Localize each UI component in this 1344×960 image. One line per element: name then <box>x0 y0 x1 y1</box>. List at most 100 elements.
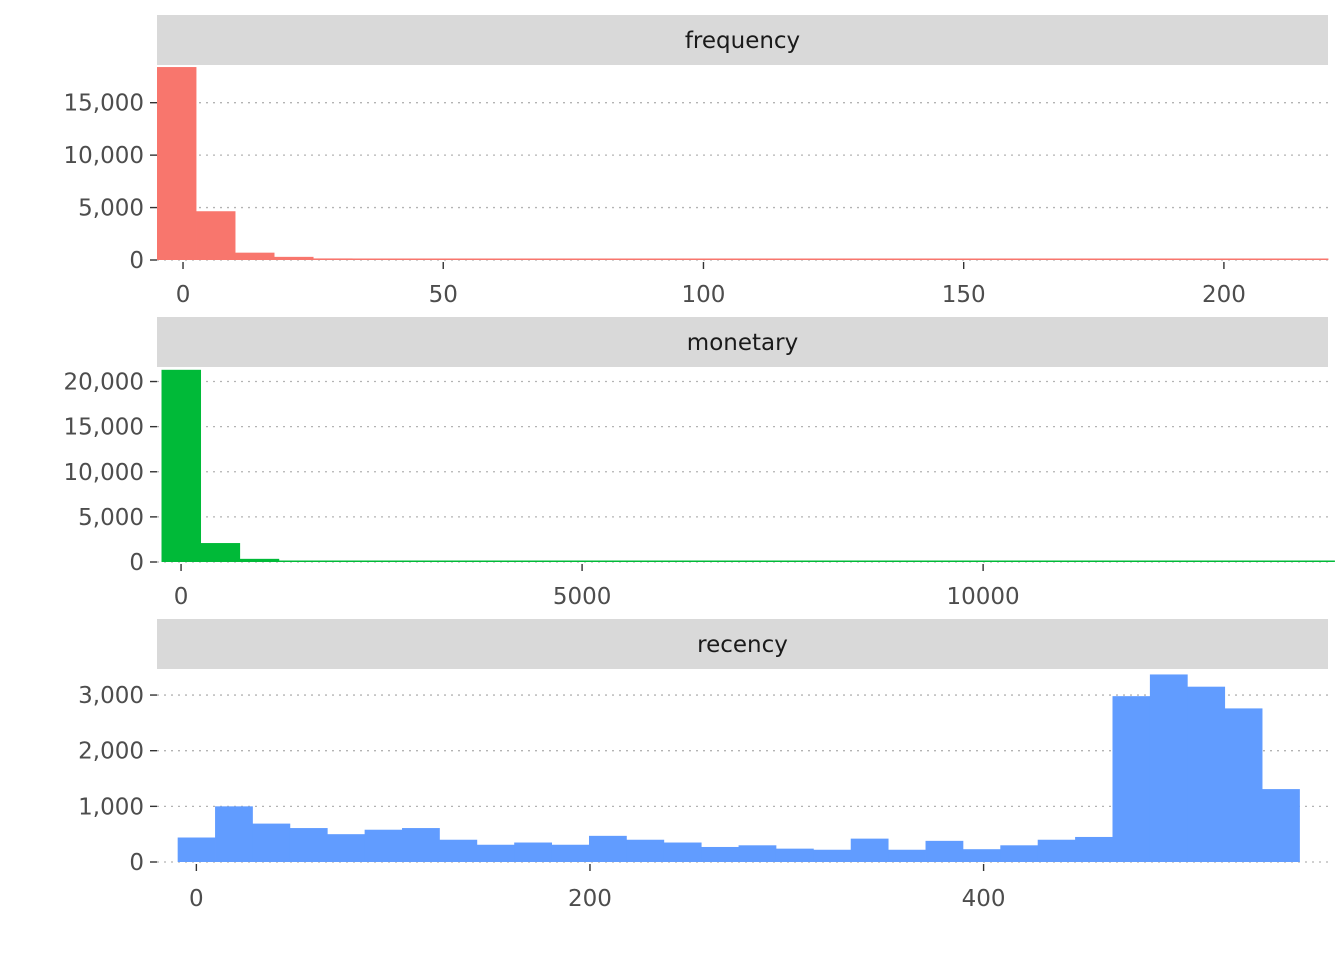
x-tick-label: 0 <box>174 584 189 610</box>
histogram-bar <box>278 560 319 562</box>
histogram-bar <box>1224 708 1263 862</box>
facet-strip <box>157 619 1328 669</box>
histogram-bar <box>1093 258 1134 260</box>
histogram-bar <box>1015 258 1056 260</box>
histogram-bar <box>551 844 590 862</box>
histogram-bar <box>1099 560 1140 562</box>
histogram-bar <box>391 258 431 260</box>
histogram-bar <box>1187 686 1226 862</box>
facet-strip <box>157 317 1328 367</box>
histogram-bar <box>701 846 739 862</box>
histogram-bar <box>1249 258 1290 260</box>
histogram-bar <box>402 828 440 862</box>
histogram-bar <box>352 258 392 260</box>
histogram-bar <box>215 806 253 862</box>
histogram-bar <box>1262 789 1300 862</box>
histogram-bar <box>313 258 353 260</box>
facet-strip <box>157 15 1328 65</box>
histogram-bar <box>787 560 827 562</box>
histogram-bar <box>626 839 665 862</box>
histogram-bar <box>1288 258 1329 260</box>
histogram-bar <box>1295 560 1335 562</box>
histogram-bar <box>1139 560 1179 562</box>
histogram-bar <box>1000 845 1039 862</box>
histogram-bar <box>708 560 749 562</box>
x-tick-label: 100 <box>682 282 726 308</box>
y-tick-label: 15,000 <box>64 91 144 117</box>
y-tick-label: 10,000 <box>64 460 144 486</box>
histogram-bar <box>252 823 291 862</box>
histogram-bar <box>439 839 478 862</box>
histogram-bar <box>1054 258 1095 260</box>
histogram-bar <box>904 560 944 562</box>
histogram-bar <box>663 842 702 862</box>
histogram-bar <box>703 258 743 260</box>
histogram-bar <box>327 834 366 862</box>
histogram-bar <box>552 560 593 562</box>
histogram-bar <box>474 560 514 562</box>
histogram-bar <box>1075 836 1113 862</box>
histogram-bar <box>738 845 777 862</box>
histogram-bar <box>1132 258 1173 260</box>
histogram-bar <box>157 67 197 260</box>
facet-strip-label: recency <box>697 632 788 658</box>
facet-strip-label: monetary <box>687 330 798 356</box>
histogram-bar <box>1149 674 1188 862</box>
histogram-bar <box>775 848 814 862</box>
histogram-bar <box>1256 560 1296 562</box>
y-tick-label: 0 <box>129 248 144 274</box>
histogram-bar <box>469 258 509 260</box>
panel-recency: recency 0 1,000 2,000 3,000 0 200 400 <box>78 619 1328 912</box>
histogram-bar <box>430 258 470 260</box>
histogram-bar <box>826 560 866 562</box>
y-tick-label: 0 <box>129 550 144 576</box>
y-tick-label: 0 <box>129 850 144 876</box>
histogram-bar <box>514 842 552 862</box>
histogram-bar <box>898 258 939 260</box>
histogram-bar <box>396 560 436 562</box>
histogram-bar <box>1171 258 1212 260</box>
x-tick-label: 400 <box>962 886 1006 912</box>
histogram-bar <box>161 369 202 562</box>
histogram-bar <box>476 844 515 862</box>
y-tick-label: 10,000 <box>64 143 144 169</box>
histogram-bar <box>435 560 475 562</box>
histogram-bar <box>669 560 710 562</box>
histogram-bar <box>177 837 216 862</box>
histogram-bar <box>937 258 978 260</box>
y-tick-label: 1,000 <box>78 794 144 820</box>
y-tick-label: 15,000 <box>64 415 144 441</box>
histogram-bar <box>1210 258 1251 260</box>
histogram-bar <box>274 256 314 260</box>
histogram-bar <box>235 252 275 260</box>
histogram-bar <box>586 258 626 260</box>
y-tick-label: 20,000 <box>64 370 144 396</box>
x-tick-label: 200 <box>1202 282 1246 308</box>
facet-strip-label: frequency <box>685 28 800 54</box>
histogram-bar <box>289 828 328 862</box>
x-tick-label: 0 <box>176 282 191 308</box>
histogram-bar <box>547 258 587 260</box>
x-tick-label: 0 <box>189 886 204 912</box>
panel-monetary: monetary 0 5,000 10,000 15,000 20,000 0 5000 100… <box>64 317 1335 610</box>
y-tick-label: 3,000 <box>78 683 144 709</box>
histogram-bar <box>591 560 632 562</box>
y-tick-label: 2,000 <box>78 739 144 765</box>
x-tick-label: 10000 <box>947 584 1020 610</box>
histogram-bar <box>1112 696 1151 862</box>
histogram-bar <box>200 543 241 562</box>
histogram-bar <box>943 560 984 562</box>
histogram-bar <box>630 560 671 562</box>
histogram-bar <box>357 560 397 562</box>
histogram-bar <box>625 258 665 260</box>
histogram-bar <box>820 258 860 260</box>
histogram-bar <box>748 560 788 562</box>
histogram-bar <box>664 258 704 260</box>
histogram-bar <box>239 558 280 562</box>
histogram-bar <box>588 835 627 862</box>
y-tick-label: 5,000 <box>78 196 144 222</box>
histogram-bar <box>364 829 403 862</box>
histogram-bar <box>976 258 1017 260</box>
histogram-bar <box>865 560 905 562</box>
